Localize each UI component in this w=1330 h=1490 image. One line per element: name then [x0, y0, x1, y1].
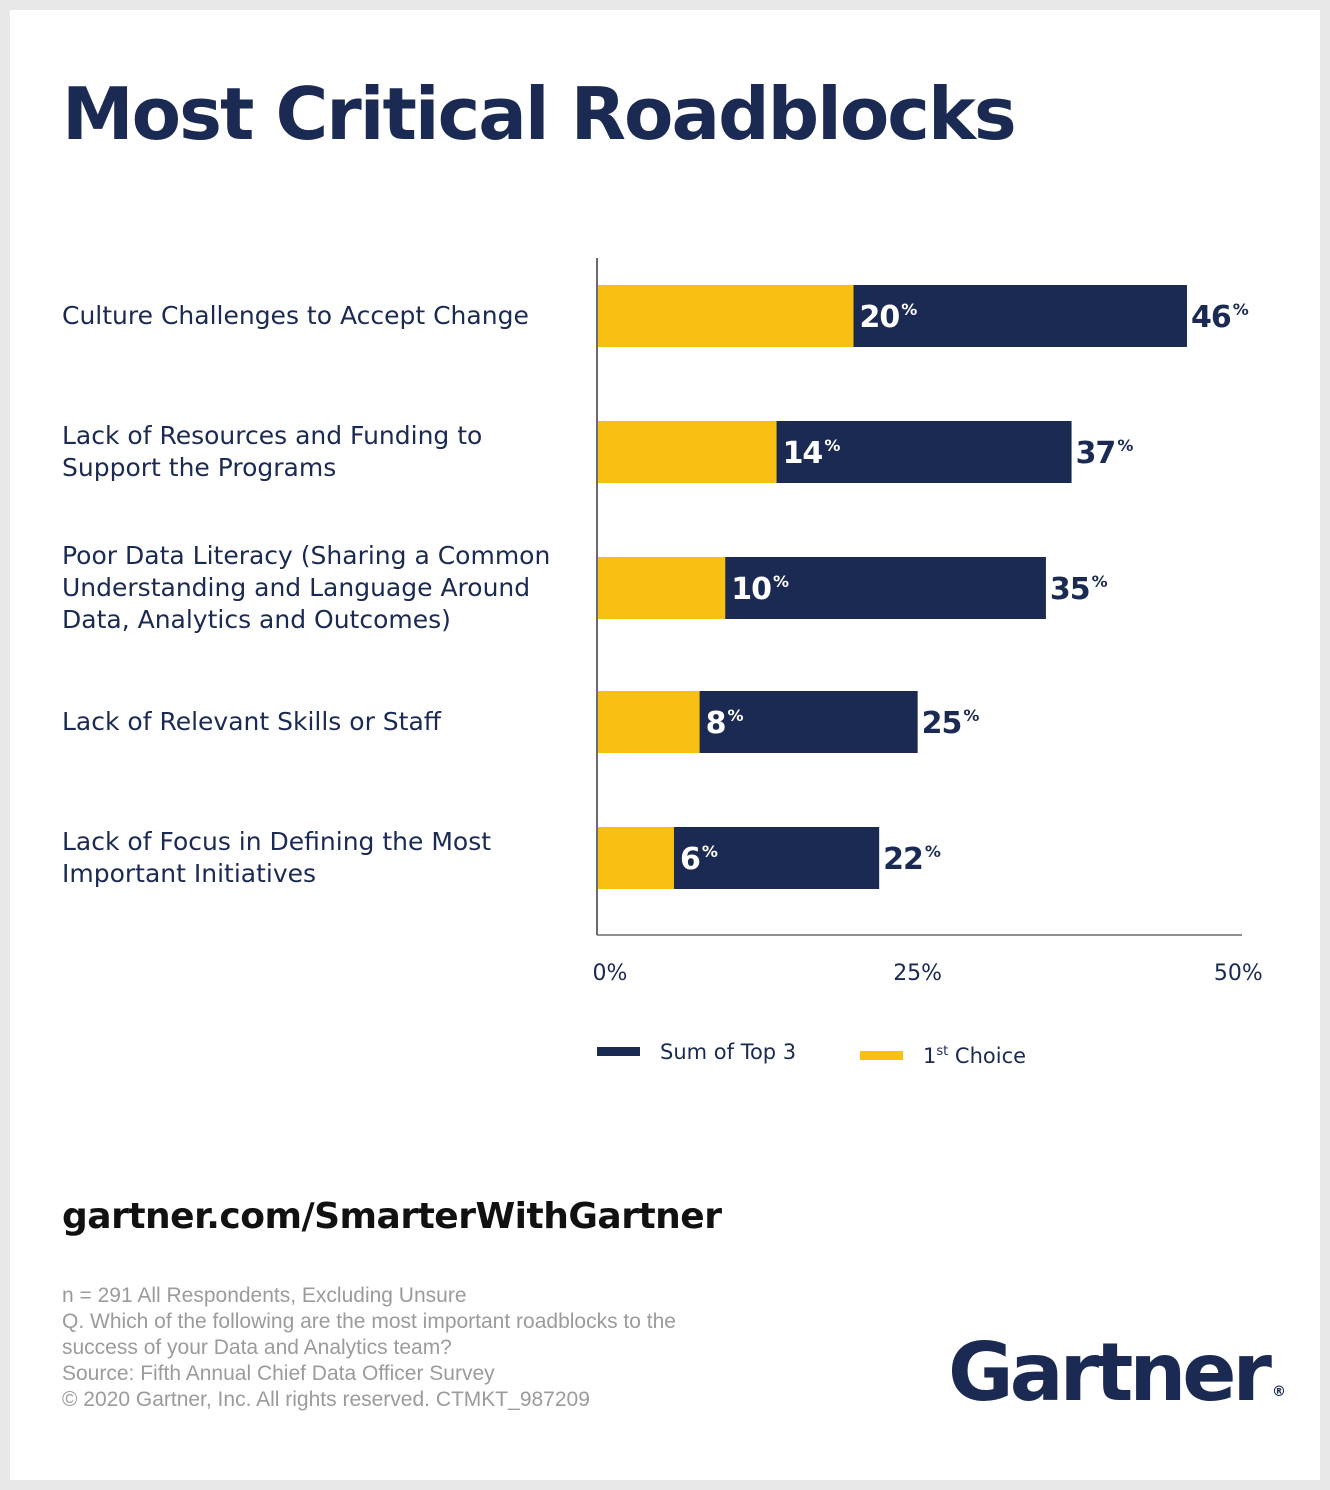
x-tick-label: 50%	[1214, 961, 1263, 986]
category-label-line: Understanding and Language Around	[62, 573, 531, 602]
note-line: n = 291 All Respondents, Excluding Unsur…	[62, 1284, 467, 1307]
category-label-line: Support the Programs	[62, 453, 337, 482]
note-line: © 2020 Gartner, Inc. All rights reserved…	[62, 1388, 590, 1411]
bar-1st-choice	[597, 827, 674, 889]
data-label-sum-of-top-3: 46%	[1191, 300, 1249, 335]
note-line: success of your Data and Analytics team?	[62, 1336, 452, 1359]
note-line: Q. Which of the following are the most i…	[62, 1310, 676, 1333]
note-line: Source: Fifth Annual Chief Data Officer …	[62, 1362, 495, 1385]
x-tick-label: 25%	[893, 961, 942, 986]
legend-item-sum-of-top-3: Sum of Top 3	[597, 1040, 796, 1064]
category-label-line: Poor Data Literacy (Sharing a Common	[62, 541, 551, 570]
category-label-line: Lack of Focus in Defining the Most	[62, 827, 492, 856]
source-url[interactable]: gartner.com/SmarterWithGartner	[62, 1196, 722, 1237]
category-label-line: Data, Analytics and Outcomes)	[62, 605, 451, 634]
legend-swatch-sum-of-top-3	[597, 1046, 640, 1056]
legend-label-1st-choice: 1st Choice	[923, 1044, 1026, 1068]
chart-title: Most Critical Roadblocks	[62, 72, 1017, 156]
registered-mark-icon: ®	[1272, 1384, 1287, 1400]
category-label: Poor Data Literacy (Sharing a Common Unde…	[62, 540, 582, 636]
gartner-logo-text: Gartner	[948, 1326, 1272, 1419]
legend-label-sum-of-top-3: Sum of Top 3	[660, 1040, 797, 1064]
bar-1st-choice	[597, 691, 700, 753]
bar-1st-choice	[597, 557, 726, 619]
x-tick-label: 0%	[593, 961, 628, 986]
category-label-line: Important Initiatives	[62, 859, 317, 888]
category-label-line: Lack of Resources and Funding to	[62, 421, 483, 450]
legend-label-1st-choice-number: 1	[923, 1044, 937, 1068]
data-label-sum-of-top-3: 22%	[883, 842, 941, 877]
data-label-1st-choice: 20%	[860, 300, 918, 335]
bar-1st-choice	[597, 421, 777, 483]
category-label: Lack of Relevant Skills or Staff	[62, 706, 582, 738]
category-label-line: Culture Challenges to Accept Change	[62, 301, 529, 330]
data-label-sum-of-top-3: 25%	[922, 706, 980, 741]
data-label-1st-choice: 14%	[783, 436, 841, 471]
category-label: Lack of Focus in Defining the Most Import…	[62, 826, 582, 890]
legend-swatch-1st-choice	[860, 1050, 903, 1060]
bar-1st-choice	[597, 285, 854, 347]
bar-chart: 20% 46 % 14% 37 % 10% 35 % 8% 25 % 6% 22 % 0% 25% 50%	[593, 258, 1263, 986]
data-label-sum-of-top-3: 35%	[1050, 572, 1108, 607]
data-label-1st-choice: 8%	[706, 706, 744, 741]
survey-notes: n = 291 All Respondents, Excluding Unsur…	[62, 1283, 782, 1413]
category-label: Culture Challenges to Accept Change	[62, 300, 582, 332]
legend-label-1st-choice-rest: Choice	[948, 1044, 1027, 1068]
data-label-sum-of-top-3: 37%	[1076, 436, 1134, 471]
data-label-1st-choice: 10%	[731, 572, 789, 607]
gartner-logo: Gartner ®	[948, 1325, 1286, 1444]
legend-item-1st-choice: 1st Choice	[860, 1040, 1026, 1068]
data-label-1st-choice: 6%	[680, 842, 718, 877]
legend-label-1st-choice-sup: st	[936, 1044, 949, 1059]
category-label-line: Lack of Relevant Skills or Staff	[62, 707, 442, 736]
category-label: Lack of Resources and Funding to Support …	[62, 420, 582, 484]
